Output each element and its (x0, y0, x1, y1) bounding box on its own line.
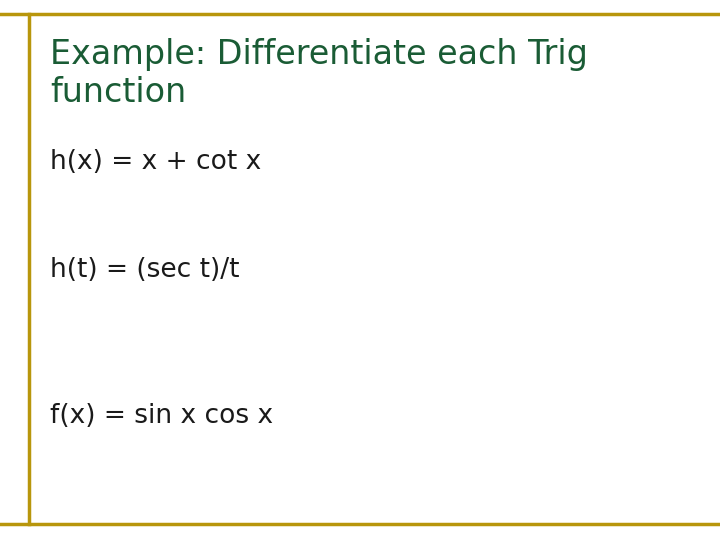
Text: f(x) = sin x cos x: f(x) = sin x cos x (50, 403, 274, 429)
Text: Example: Differentiate each Trig
function: Example: Differentiate each Trig functio… (50, 38, 588, 109)
Text: h(t) = (sec t)/t: h(t) = (sec t)/t (50, 257, 240, 283)
Text: h(x) = x + cot x: h(x) = x + cot x (50, 149, 261, 175)
